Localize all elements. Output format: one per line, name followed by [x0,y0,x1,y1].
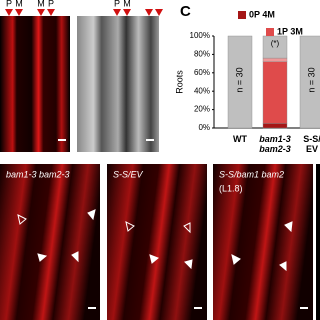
image-subtitle: (L1.8) [219,183,243,193]
image-title: S-S/bam1 bam2 [219,169,284,179]
micrograph [0,16,70,152]
marker-label: P [6,0,12,8]
x-tick-label-line: EV [306,144,318,154]
micrograph [77,16,159,152]
legend-swatch [266,28,274,36]
y-tick-label: 40% [194,86,210,95]
x-tick-label-line: bam2-3 [259,144,291,154]
marker-label: P [48,0,54,8]
y-axis-label: Roots [174,70,184,94]
y-tick-label: 100% [190,31,210,40]
x-tick-label-line: bam1-3 [259,134,291,144]
micrograph [0,164,100,320]
x-tick-label: bam1-3 bam2-3 [259,134,291,154]
bar-segment [262,123,288,129]
x-tick-label-line: S-S/ [303,134,320,144]
x-tick-label: S-S/EV [303,134,320,154]
marker-label: M [123,0,131,8]
y-tick-label: 60% [194,68,210,77]
bar-segment [262,57,288,62]
x-tick-label-line: WT [233,134,247,144]
micrograph [213,164,313,320]
bar-segment [262,61,288,124]
image-title: bam1-3 bam2-3 [6,169,70,179]
legend-label: 1P 3M [277,26,303,36]
marker-label: M [15,0,23,8]
micrograph [107,164,207,320]
legend-swatch [238,11,246,19]
panel-label: C [180,3,191,20]
bar-segment [299,35,320,129]
arrowheads [17,209,293,272]
bar-segment [262,35,288,59]
annotation: n = 30 [234,67,244,92]
micrograph [316,164,320,320]
marker-label: M [37,0,45,8]
legend-label: 0P 4M [249,9,275,19]
y-tick-label: 0% [198,123,210,132]
bar-segment [227,35,253,129]
annotation: n = 30 [306,67,316,92]
marker-label: P [114,0,120,8]
y-tick-label: 20% [194,105,210,114]
image-title: S-S/EV [113,169,144,179]
annotation: (*) [271,39,280,48]
y-tick-label: 80% [194,50,210,59]
x-tick-label: WT [233,134,247,144]
arrow-markers [5,9,163,16]
